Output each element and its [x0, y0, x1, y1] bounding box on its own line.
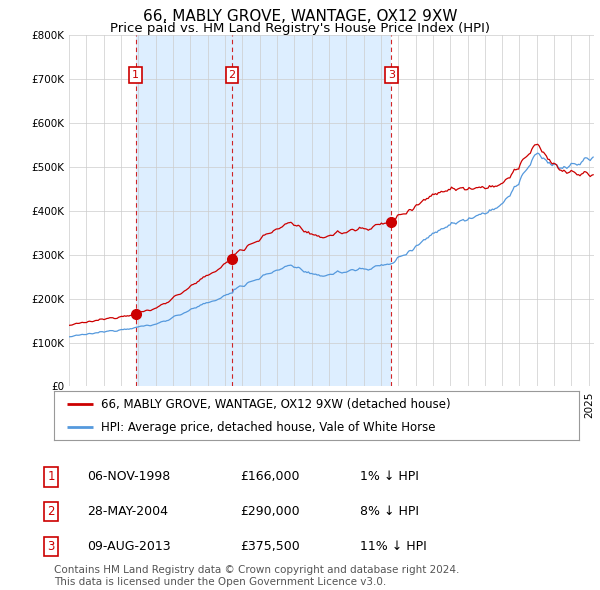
Bar	[136, 35, 232, 386]
Text: HPI: Average price, detached house, Vale of White Horse: HPI: Average price, detached house, Vale…	[101, 421, 436, 434]
Text: 06-NOV-1998: 06-NOV-1998	[87, 470, 170, 483]
Bar	[232, 35, 391, 386]
Text: £290,000: £290,000	[240, 505, 299, 518]
Text: 66, MABLY GROVE, WANTAGE, OX12 9XW: 66, MABLY GROVE, WANTAGE, OX12 9XW	[143, 9, 457, 24]
Text: £375,500: £375,500	[240, 540, 300, 553]
Text: 1: 1	[132, 70, 139, 80]
Text: 3: 3	[47, 540, 55, 553]
Text: 11% ↓ HPI: 11% ↓ HPI	[360, 540, 427, 553]
Text: 2: 2	[229, 70, 236, 80]
Text: 3: 3	[388, 70, 395, 80]
Text: 2: 2	[47, 505, 55, 518]
Text: Price paid vs. HM Land Registry's House Price Index (HPI): Price paid vs. HM Land Registry's House …	[110, 22, 490, 35]
Text: £166,000: £166,000	[240, 470, 299, 483]
Text: 09-AUG-2013: 09-AUG-2013	[87, 540, 170, 553]
Text: Contains HM Land Registry data © Crown copyright and database right 2024.
This d: Contains HM Land Registry data © Crown c…	[54, 565, 460, 587]
Text: 1: 1	[47, 470, 55, 483]
Text: 1% ↓ HPI: 1% ↓ HPI	[360, 470, 419, 483]
Text: 8% ↓ HPI: 8% ↓ HPI	[360, 505, 419, 518]
Text: 66, MABLY GROVE, WANTAGE, OX12 9XW (detached house): 66, MABLY GROVE, WANTAGE, OX12 9XW (deta…	[101, 398, 451, 411]
Text: 28-MAY-2004: 28-MAY-2004	[87, 505, 168, 518]
